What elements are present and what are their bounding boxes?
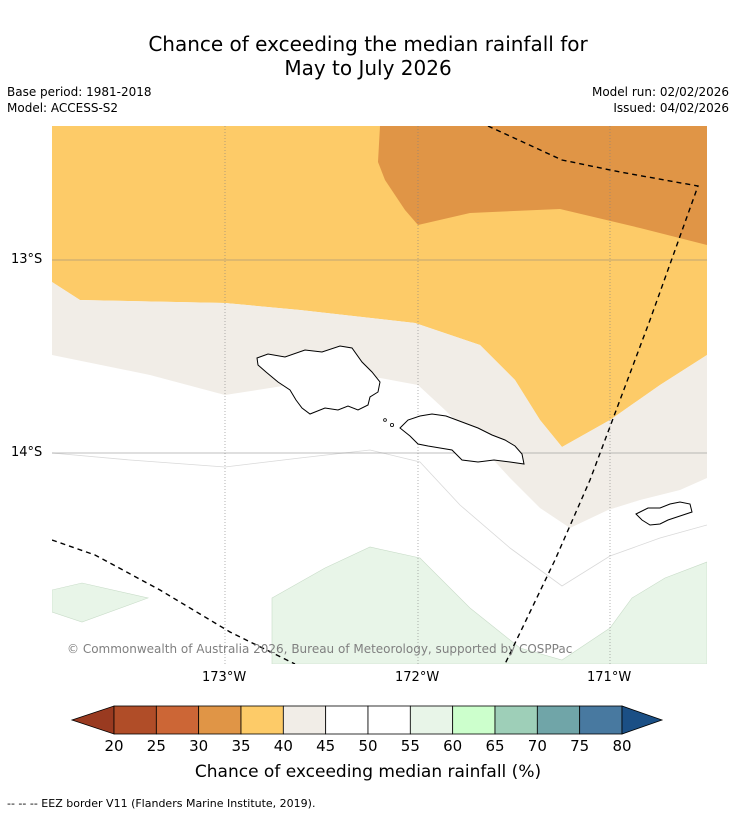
colorbar-bin-30-35 bbox=[198, 705, 242, 735]
eez-border-line-southwest bbox=[52, 539, 296, 664]
colorbar-tick-55: 55 bbox=[400, 737, 420, 755]
colorbar-under-arrow bbox=[70, 705, 115, 735]
colorbar-bin-35-40 bbox=[240, 705, 284, 735]
region-40-45 bbox=[52, 282, 707, 528]
contour-50 bbox=[52, 449, 707, 587]
colorbar-tick-75: 75 bbox=[570, 737, 590, 755]
region-55-60-west bbox=[52, 582, 150, 623]
model-name: Model: ACCESS-S2 bbox=[7, 101, 119, 115]
lon-label-171w: 171°W bbox=[587, 670, 632, 685]
region-55-60-south bbox=[271, 546, 707, 664]
colorbar-tick-30: 30 bbox=[189, 737, 209, 755]
colorbar-over-arrow bbox=[621, 705, 664, 735]
colorbar-bin-55-60 bbox=[409, 705, 454, 735]
map-area bbox=[52, 126, 707, 664]
colorbar-bin-70-75 bbox=[536, 705, 581, 735]
eez-border-line bbox=[487, 126, 699, 664]
island-savaii bbox=[256, 345, 381, 415]
islet-manono bbox=[383, 418, 387, 422]
colorbar-bin-60-65 bbox=[452, 705, 496, 735]
island-tutuila bbox=[635, 501, 693, 526]
colorbar-tick-25: 25 bbox=[146, 737, 166, 755]
colorbar-tick-50: 50 bbox=[358, 737, 378, 755]
colorbar-bin-40-45 bbox=[282, 705, 327, 735]
region-30-35 bbox=[378, 126, 707, 245]
colorbar-tick-70: 70 bbox=[527, 737, 547, 755]
colorbar-tick-45: 45 bbox=[316, 737, 336, 755]
island-upolu bbox=[399, 413, 525, 465]
lon-label-172w: 172°W bbox=[395, 670, 440, 685]
colorbar bbox=[70, 705, 664, 735]
colorbar-tick-60: 60 bbox=[443, 737, 463, 755]
colorbar-title: Chance of exceeding median rainfall (%) bbox=[194, 762, 542, 782]
lon-label-173w: 173°W bbox=[202, 670, 247, 685]
colorbar-tick-80: 80 bbox=[612, 737, 632, 755]
colorbar-bin-25-30 bbox=[155, 705, 200, 735]
chart-title-line-1: Chance of exceeding the median rainfall … bbox=[148, 32, 588, 56]
colorbar-tick-40: 40 bbox=[273, 737, 293, 755]
eez-footnote: -- -- -- EEZ border V11 (Flanders Marine… bbox=[7, 797, 316, 810]
colorbar-tick-35: 35 bbox=[231, 737, 251, 755]
colorbar-bin-75-80 bbox=[579, 705, 623, 735]
colorbar-tick-20: 20 bbox=[104, 737, 124, 755]
colorbar-tick-65: 65 bbox=[485, 737, 505, 755]
colorbar-bin-65-70 bbox=[494, 705, 538, 735]
copyright-text: © Commonwealth of Australia 2026, Bureau… bbox=[67, 642, 572, 656]
colorbar-bin-50-55 bbox=[367, 705, 411, 735]
chart-title-line-2: May to July 2026 bbox=[284, 56, 452, 80]
islet-apolima bbox=[389, 422, 394, 427]
lat-label-13s: 13°S bbox=[11, 252, 43, 267]
issued-date: Issued: 04/02/2026 bbox=[613, 101, 729, 115]
lat-label-14s: 14°S bbox=[11, 445, 43, 460]
model-run-date: Model run: 02/02/2026 bbox=[591, 85, 729, 99]
base-period: Base period: 1981-2018 bbox=[7, 85, 152, 99]
colorbar-bin-45-50 bbox=[325, 705, 369, 735]
colorbar-bin-20-25 bbox=[113, 705, 157, 735]
graticule bbox=[52, 126, 707, 664]
